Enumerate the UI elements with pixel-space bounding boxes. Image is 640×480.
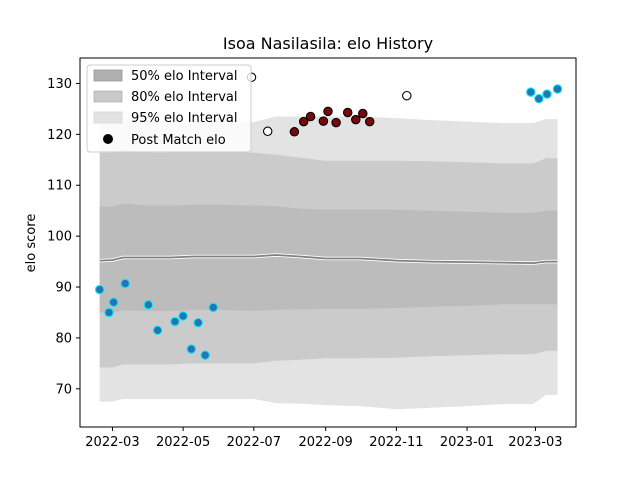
post-match-point xyxy=(298,116,309,127)
x-tick-label: 2022-05 xyxy=(156,435,210,450)
legend-box xyxy=(86,64,252,153)
legend-swatch-80 xyxy=(93,90,123,103)
post-match-point xyxy=(178,311,188,321)
mean-line xyxy=(99,254,558,265)
y-tick-label: 100 xyxy=(47,230,72,245)
legend: 50% elo Interval 80% elo Interval 95% el… xyxy=(86,64,252,153)
y-tick-label: 130 xyxy=(47,77,72,92)
x-tick-label: 2022-11 xyxy=(369,435,423,450)
y-tick-label: 120 xyxy=(47,128,72,143)
post-match-point xyxy=(552,84,563,94)
post-match-point xyxy=(358,108,368,119)
legend-label-95: 95% elo Interval xyxy=(131,111,238,126)
post-match-point xyxy=(120,278,130,289)
y-tick-label: 80 xyxy=(55,331,72,346)
post-match-point xyxy=(94,284,105,295)
y-axis-label: elo score xyxy=(24,214,39,273)
post-match-point xyxy=(351,114,361,125)
y-axis-ticks: 70 80 90 100 110 120 130 xyxy=(47,77,80,397)
post-match-point xyxy=(262,126,273,137)
post-match-point xyxy=(331,117,341,128)
plot-area xyxy=(94,72,563,410)
post-match-point xyxy=(108,297,119,308)
legend-marker-post-match xyxy=(103,134,113,144)
post-match-point xyxy=(200,350,210,360)
post-match-point xyxy=(342,107,353,118)
legend-label-80: 80% elo Interval xyxy=(131,90,238,105)
post-match-point xyxy=(104,307,114,318)
x-tick-label: 2022-09 xyxy=(299,435,353,450)
post-match-point xyxy=(143,300,154,310)
post-match-point xyxy=(542,89,552,99)
x-axis-ticks: 2022-03 2022-05 2022-07 2022-09 2022-11 2023-… xyxy=(85,427,563,450)
chart-title: Isoa Nasilasila: elo History xyxy=(223,34,433,53)
post-match-point xyxy=(364,116,375,127)
x-tick-label: 2023-03 xyxy=(508,435,562,450)
post-match-point xyxy=(534,93,544,104)
post-match-point xyxy=(323,106,333,117)
post-match-point xyxy=(152,325,163,336)
post-match-point xyxy=(402,90,412,101)
post-match-point xyxy=(186,344,197,354)
mean-elo-line xyxy=(99,253,558,265)
x-tick-label: 2023-01 xyxy=(440,435,494,450)
post-match-point xyxy=(170,316,180,327)
legend-swatch-50 xyxy=(93,69,123,82)
legend-swatch-95 xyxy=(93,111,123,124)
post-match-point xyxy=(289,127,300,137)
post-match-point xyxy=(208,302,219,313)
y-tick-label: 110 xyxy=(47,179,72,194)
y-tick-label: 90 xyxy=(55,281,72,296)
legend-label-post-match: Post Match elo xyxy=(131,133,226,148)
plot-frame xyxy=(79,57,577,428)
post-match-point xyxy=(318,116,329,126)
post-match-points xyxy=(94,72,563,360)
y-tick-label: 70 xyxy=(55,382,72,397)
x-tick-label: 2022-07 xyxy=(227,435,281,450)
post-match-point xyxy=(526,87,536,97)
legend-label-50: 50% elo Interval xyxy=(131,69,238,84)
post-match-point xyxy=(193,317,203,328)
x-tick-label: 2022-03 xyxy=(85,435,139,450)
post-match-point xyxy=(305,111,316,122)
